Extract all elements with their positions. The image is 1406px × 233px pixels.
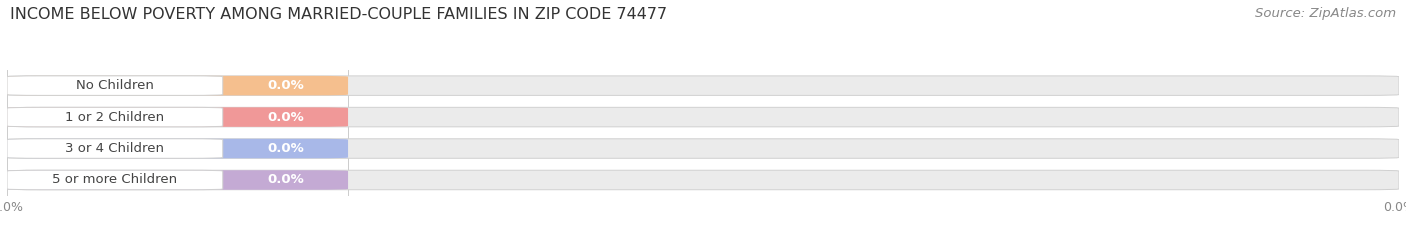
Text: 0.0%: 0.0% bbox=[267, 142, 304, 155]
FancyBboxPatch shape bbox=[7, 107, 222, 127]
FancyBboxPatch shape bbox=[7, 76, 349, 95]
FancyBboxPatch shape bbox=[7, 139, 1399, 158]
Text: 0.0%: 0.0% bbox=[267, 79, 304, 92]
FancyBboxPatch shape bbox=[7, 107, 1399, 127]
Text: INCOME BELOW POVERTY AMONG MARRIED-COUPLE FAMILIES IN ZIP CODE 74477: INCOME BELOW POVERTY AMONG MARRIED-COUPL… bbox=[10, 7, 666, 22]
Text: No Children: No Children bbox=[76, 79, 153, 92]
Text: 3 or 4 Children: 3 or 4 Children bbox=[66, 142, 165, 155]
FancyBboxPatch shape bbox=[7, 76, 1399, 95]
Text: 5 or more Children: 5 or more Children bbox=[52, 174, 177, 186]
FancyBboxPatch shape bbox=[7, 76, 222, 95]
FancyBboxPatch shape bbox=[7, 170, 349, 190]
Text: Source: ZipAtlas.com: Source: ZipAtlas.com bbox=[1256, 7, 1396, 20]
Text: 1 or 2 Children: 1 or 2 Children bbox=[65, 111, 165, 123]
FancyBboxPatch shape bbox=[7, 139, 349, 158]
FancyBboxPatch shape bbox=[7, 170, 1399, 190]
Text: 0.0%: 0.0% bbox=[267, 111, 304, 123]
FancyBboxPatch shape bbox=[7, 139, 222, 158]
FancyBboxPatch shape bbox=[7, 107, 349, 127]
Text: 0.0%: 0.0% bbox=[267, 174, 304, 186]
FancyBboxPatch shape bbox=[7, 170, 222, 190]
